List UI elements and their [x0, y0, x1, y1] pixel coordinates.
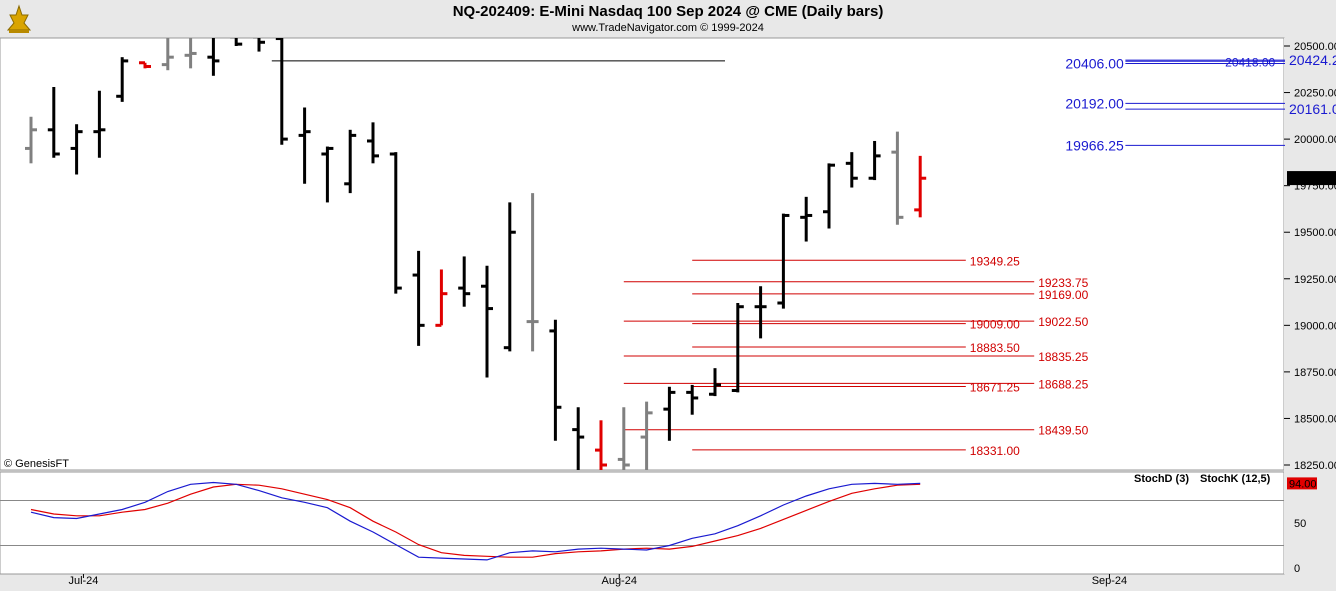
price-levels: 20406.00 20418.00 20424.25 20192.00 20161.00…	[623, 52, 1336, 458]
y-tick-label: 18500.00	[1294, 413, 1336, 425]
legend-stochK: StochK (12,5)	[1200, 473, 1271, 485]
stochD-line	[30, 483, 921, 558]
oscillator-panel[interactable]	[0, 471, 1285, 575]
stochastic-oscillator	[0, 481, 1284, 561]
y-axis-strip	[1284, 38, 1336, 574]
x-tick-label: Jul-24	[68, 575, 98, 587]
chart-subtitle: www.TradeNavigator.com © 1999-2024	[572, 22, 764, 34]
oscillator-legend: StochD (3) StochK (12,5)	[1134, 473, 1271, 485]
level-label: 20424.25	[1289, 52, 1336, 68]
last-price-label: 19790.75	[1289, 173, 1335, 185]
level-label: 18688.25	[1038, 377, 1088, 391]
last-price-marker: 19790.75	[1287, 171, 1336, 186]
osc-last-value-label: 94.00	[1289, 478, 1317, 490]
legend-stochD: StochD (3)	[1134, 473, 1189, 485]
level-label: 19169.00	[1038, 288, 1088, 302]
level-label: 18439.50	[1038, 424, 1088, 438]
level-label: 20418.00	[1225, 55, 1275, 69]
x-tick-label: Sep-24	[1092, 575, 1127, 587]
oscillator-axis: 0 50 94.00	[1287, 477, 1317, 575]
level-label: 18331.00	[970, 444, 1020, 458]
level-label: 18671.25	[970, 381, 1020, 395]
level-label: 18883.50	[970, 341, 1020, 355]
level-label: 19233.75	[1038, 276, 1088, 290]
title-bar: NQ-202409: E-Mini Nasdaq 100 Sep 2024 @ …	[0, 0, 1336, 38]
y-tick-label: 18750.00	[1294, 367, 1336, 379]
price-bars	[25, 38, 927, 470]
osc-tick-label: 50	[1294, 518, 1306, 530]
osc-tick-label: 0	[1294, 563, 1300, 575]
y-tick-label: 19250.00	[1294, 274, 1336, 286]
level-label: 20406.00	[1065, 56, 1124, 72]
level-label: 19009.00	[970, 318, 1020, 332]
level-label: 20192.00	[1065, 95, 1124, 111]
y-tick-label: 19000.00	[1294, 320, 1336, 332]
chart-title: NQ-202409: E-Mini Nasdaq 100 Sep 2024 @ …	[452, 3, 884, 20]
stochK-line	[30, 481, 921, 561]
level-label: 19966.25	[1065, 137, 1124, 153]
osc-last-value-box	[1287, 477, 1317, 490]
y-tick-label: 19500.00	[1294, 227, 1336, 239]
gold-bell-logo-icon	[6, 4, 32, 33]
level-label: 19349.25	[970, 254, 1020, 268]
level-label: 20161.00	[1289, 101, 1336, 117]
date-axis: Jul-24 Aug-24 Sep-24	[68, 574, 1127, 587]
watermark: © GenesisFT	[4, 458, 69, 470]
last-price-box	[1287, 171, 1336, 186]
y-tick-label: 20500.00	[1294, 41, 1336, 53]
level-label: 19022.50	[1038, 315, 1088, 329]
x-tick-label: Aug-24	[601, 575, 636, 587]
y-tick-label: 20250.00	[1294, 88, 1336, 100]
level-label: 18835.25	[1038, 350, 1088, 364]
price-panel[interactable]	[0, 37, 1285, 471]
y-tick-label: 20000.00	[1294, 134, 1336, 146]
y-tick-label: 18250.00	[1294, 460, 1336, 472]
